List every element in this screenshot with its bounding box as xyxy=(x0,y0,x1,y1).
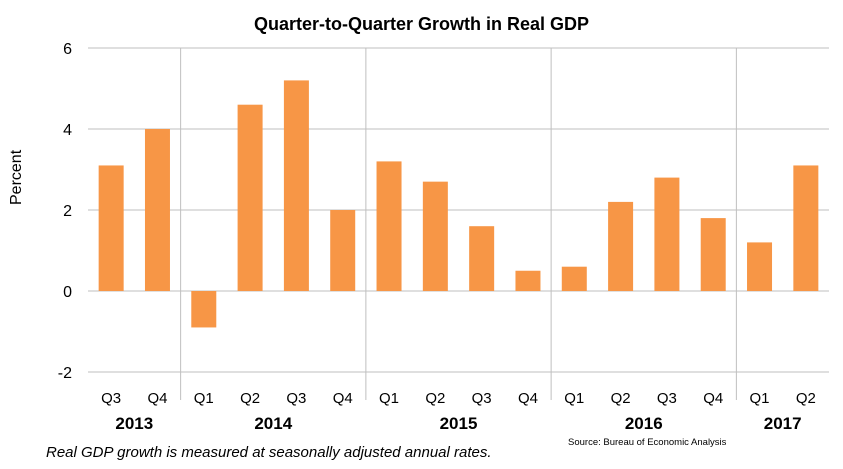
x-tick-label: Q2 xyxy=(425,390,445,407)
y-tick-label: 2 xyxy=(63,203,72,220)
bar xyxy=(747,242,773,291)
x-tick-label: Q4 xyxy=(518,390,538,407)
x-tick-label: Q4 xyxy=(333,390,353,407)
x-tick-label: Q2 xyxy=(611,390,631,407)
y-tick-label: 0 xyxy=(63,284,72,301)
year-label: 2016 xyxy=(625,414,663,433)
chart-title: Quarter-to-Quarter Growth in Real GDP xyxy=(253,14,590,34)
year-label: 2013 xyxy=(115,414,153,433)
bar xyxy=(237,104,263,291)
x-tick-label: Q3 xyxy=(472,390,492,407)
year-label: 2014 xyxy=(254,414,292,433)
bar xyxy=(469,226,495,291)
y-tick-label: 4 xyxy=(63,122,72,139)
y-tick-label: -2 xyxy=(58,365,72,382)
year-label: 2017 xyxy=(764,414,802,433)
x-tick-label: Q4 xyxy=(703,390,723,407)
bar xyxy=(793,165,819,291)
bar xyxy=(98,165,124,291)
bar xyxy=(191,291,217,328)
bar xyxy=(700,218,726,291)
bar xyxy=(283,80,309,292)
x-tick-label: Q4 xyxy=(147,390,167,407)
bar xyxy=(330,210,356,291)
x-tick-label: Q2 xyxy=(240,390,260,407)
x-tick-label: Q1 xyxy=(564,390,584,407)
bar xyxy=(608,201,634,291)
x-tick-label: Q3 xyxy=(286,390,306,407)
x-tick-label: Q1 xyxy=(194,390,214,407)
bar xyxy=(654,177,680,291)
x-tick-label: Q3 xyxy=(657,390,677,407)
source-note: Source: Bureau of Economic Analysis xyxy=(568,437,727,448)
bar xyxy=(515,270,541,291)
x-tick-label: Q1 xyxy=(379,390,399,407)
bar xyxy=(561,266,587,291)
y-tick-label: 6 xyxy=(63,41,72,58)
year-label: 2015 xyxy=(440,414,478,433)
x-tick-label: Q2 xyxy=(796,390,816,407)
x-tick-label: Q3 xyxy=(101,390,121,407)
bar xyxy=(144,129,170,291)
x-tick-label: Q1 xyxy=(750,390,770,407)
footnote: Real GDP growth is measured at seasonall… xyxy=(46,444,492,461)
bar xyxy=(376,161,402,291)
bar xyxy=(422,181,448,291)
